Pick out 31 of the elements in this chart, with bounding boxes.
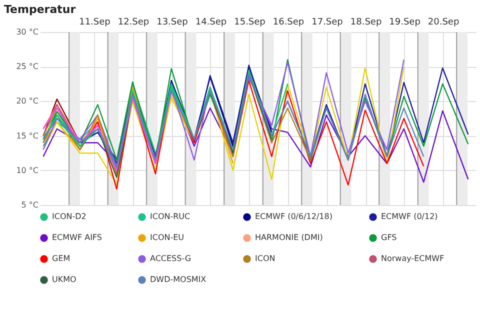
legend-label: Norway-ECMWF [381, 254, 445, 263]
legend-label: ECMWF (0/12) [381, 212, 438, 222]
legend-label: ICON-D2 [52, 212, 86, 222]
y-tick-label: 5 °C [21, 200, 39, 210]
x-tick-label: 20.Sep [428, 18, 460, 28]
x-tick-label: 14.Sep [195, 18, 227, 28]
x-tick-label: 12.Sep [118, 18, 150, 28]
x-tick-label: 16.Sep [272, 18, 304, 28]
legend-label: DWD-MOSMIX [150, 275, 207, 284]
x-tick-label: 11.Sep [79, 18, 111, 28]
x-tick-label: 13.Sep [156, 18, 188, 28]
y-tick-label: 15 °C [16, 131, 39, 140]
x-tick-label: 18.Sep [350, 18, 382, 28]
y-tick-label: 30 °C [16, 28, 39, 36]
x-tick-label: 17.Sep [312, 18, 344, 28]
chart-title: Temperatur [4, 3, 76, 16]
legend-label: GFS [381, 233, 397, 242]
y-tick-label: 20 °C [16, 96, 39, 106]
legend-label: ICON [255, 254, 276, 263]
legend-label: ICON-EU [150, 233, 184, 242]
legend-label: HARMONIE (DMI) [255, 233, 323, 242]
legend-label: UKMO [52, 275, 76, 284]
legend-label: GEM [52, 254, 70, 263]
x-tick-label: 19.Sep [389, 18, 421, 28]
legend-label: ACCESS-G [150, 254, 192, 263]
y-tick-label: 10 °C [16, 166, 39, 175]
legend-label: ECMWF (0/6/12/18) [255, 212, 332, 222]
legend-label: ECMWF AIFS [52, 233, 102, 242]
y-tick-label: 25 °C [16, 62, 39, 72]
legend-label: ICON-RUC [150, 212, 191, 222]
x-tick-label: 15.Sep [234, 18, 266, 28]
